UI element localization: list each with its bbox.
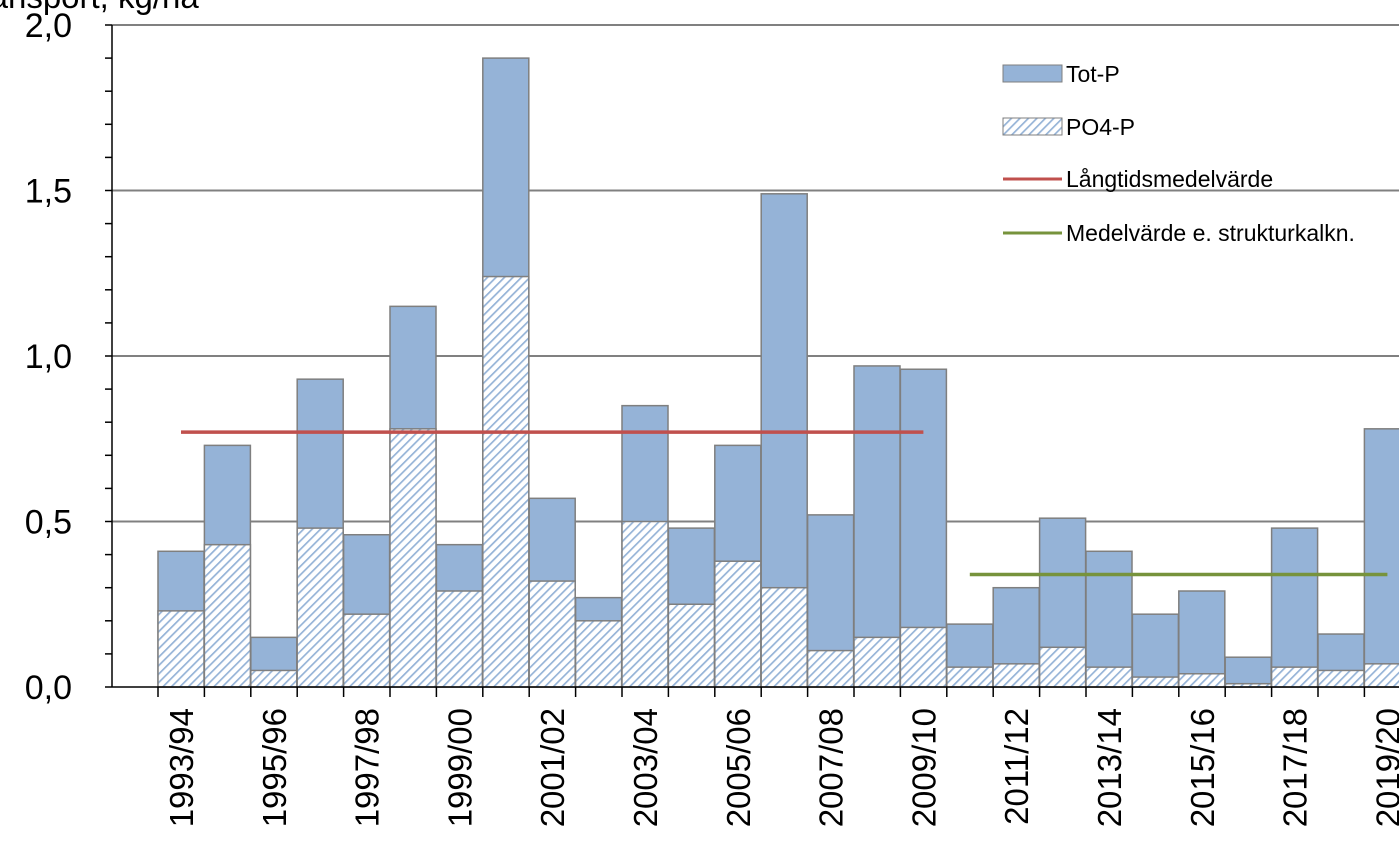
- x-tick-label: 1993/94: [163, 708, 200, 827]
- bar-po4-p-1996-97: [296, 527, 344, 688]
- x-tick-label: 1995/96: [256, 708, 293, 827]
- bar-tot-p-2014-15: [1131, 613, 1180, 688]
- bar-po4-p-1997-98: [342, 613, 391, 688]
- bar-tot-p-2016-17: [1224, 656, 1272, 688]
- y-axis-title: P,fosfortransport, kg/ha: [0, 0, 199, 15]
- bar-tot-p-2019-20: [1363, 428, 1399, 688]
- bar-po4-p-2001-02: [528, 580, 576, 688]
- bar-po4-p-2013-14: [1085, 666, 1133, 688]
- bar-po4-p-1994-95: [203, 543, 252, 688]
- y-tick-label: 0,0: [25, 669, 72, 707]
- bar-po4-p-2003-04: [621, 520, 669, 688]
- bar-po4-p-2018-19: [1317, 669, 1365, 688]
- bar-po4-p-2019-20: [1363, 663, 1399, 688]
- legend-label-po4-p: PO4-P: [1066, 114, 1135, 140]
- mean-lines: [181, 430, 1388, 577]
- bar-po4-p-2004-05: [667, 603, 716, 688]
- bar-po4-p-1995-96: [250, 669, 298, 688]
- x-tick-label: 2001/02: [534, 708, 571, 827]
- x-tick-label: 2005/06: [720, 708, 757, 827]
- bar-po4-p-2005-06: [714, 560, 762, 688]
- legend-swatch-po4-p: [1002, 117, 1063, 136]
- bar-po4-p-2014-15: [1131, 676, 1180, 688]
- x-tick-label: 2015/16: [1184, 708, 1221, 827]
- legend-swatch-tot-p: [1002, 64, 1063, 83]
- bar-po4-p-2017-18: [1270, 666, 1319, 688]
- legend: Tot-P PO4-P Långtidsmedelvärde Medelvärd…: [1002, 61, 1355, 246]
- legend-label-medelvarde-strukturkalkn: Medelvärde e. strukturkalkn.: [1066, 220, 1355, 246]
- bar-tot-p-2008-09: [853, 365, 901, 688]
- bar-po4-p-1998-99: [389, 428, 437, 688]
- bar-po4-p-2015-16: [1178, 673, 1226, 688]
- bar-po4-p-2006-07: [760, 586, 808, 688]
- y-tick-label: 1,5: [25, 173, 72, 211]
- bar-tot-p-2017-18: [1270, 527, 1319, 688]
- x-tick-label: 1999/00: [441, 708, 478, 827]
- bar-po4-p-2008-09: [853, 636, 901, 688]
- bar-po4-p-1999-00: [435, 590, 484, 688]
- bar-po4-p-2007-08: [806, 649, 855, 688]
- bar-po4-p-2002-03: [574, 620, 623, 688]
- legend-label-tot-p: Tot-P: [1066, 61, 1120, 87]
- x-tick-label: 2019/20: [1369, 708, 1399, 827]
- y-tick-labels: 0,0 0,5 1,0 1,5 2,0: [25, 7, 72, 707]
- bar-po4-p-2000-01: [482, 275, 530, 688]
- y-tick-label: 1,0: [25, 338, 72, 376]
- x-tick-label: 2003/04: [627, 708, 664, 827]
- x-tick-labels: 1993/94 1995/96 1997/98 1999/00 2001/02 2003/…: [163, 708, 1399, 827]
- bar-po4-p-2010-11: [946, 666, 994, 688]
- bars: [157, 57, 1399, 688]
- x-tick-label: 2011/12: [998, 708, 1035, 825]
- x-tick-label: 2009/10: [905, 708, 942, 827]
- legend-label-langtidsmedelvarde: Långtidsmedelvärde: [1066, 166, 1273, 192]
- y-tick-label: 0,5: [25, 504, 72, 542]
- x-tick-label: 2007/08: [813, 708, 850, 827]
- axes: [105, 24, 1399, 697]
- bar-po4-p-1993-94: [157, 610, 205, 688]
- bar-po4-p-2012-13: [1038, 646, 1087, 688]
- bar-po4-p-2011-12: [992, 663, 1040, 688]
- bar-tot-p-2015-16: [1178, 590, 1226, 688]
- x-tick-label: 2013/14: [1091, 708, 1128, 827]
- y-tick-label: 2,0: [25, 7, 72, 45]
- x-tick-label: 1997/98: [349, 708, 386, 827]
- x-tick-label: 2017/18: [1277, 708, 1314, 827]
- bar-po4-p-2009-10: [899, 626, 948, 688]
